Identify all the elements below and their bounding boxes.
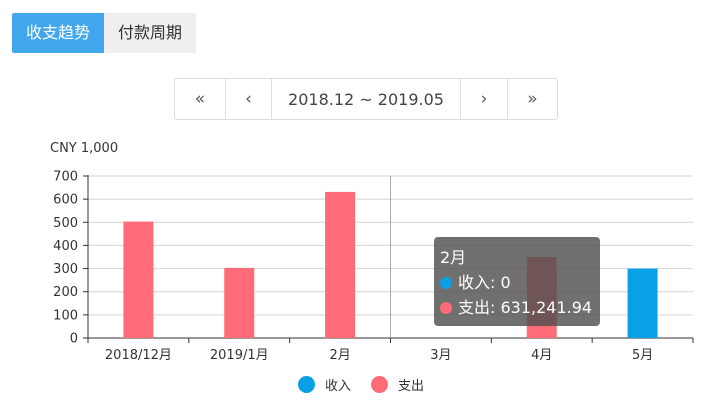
y-tick-label: 600	[53, 193, 78, 208]
tooltip-row-expense: 支出: 631,241.94	[440, 295, 594, 320]
legend-income-label: 收入	[325, 379, 352, 394]
legend-expense-label: 支出	[398, 379, 425, 394]
legend-expense-swatch-icon	[371, 376, 389, 393]
bar-expense	[325, 191, 356, 338]
tab-bar: 收支趋势 付款周期	[12, 13, 197, 53]
y-axis-unit-label: CNY 1,000	[50, 141, 119, 156]
bar-expense	[123, 221, 154, 338]
x-tick-label: 2月	[329, 348, 350, 363]
bar-income	[627, 268, 658, 338]
legend-item-income[interactable]: 收入	[298, 375, 351, 394]
tab-payment-cycle[interactable]: 付款周期	[104, 13, 197, 53]
y-tick-label: 0	[70, 332, 78, 347]
date-range-label: 2018.12 ~ 2019.05	[272, 79, 461, 119]
legend-income-swatch-icon	[298, 376, 315, 393]
y-tick-label: 300	[53, 262, 78, 277]
first-page-button[interactable]: «	[175, 79, 226, 119]
expense-dot-icon	[440, 301, 452, 314]
tab-trend[interactable]: 收支趋势	[12, 13, 105, 53]
y-tick-label: 500	[53, 216, 78, 231]
x-tick-label: 5月	[632, 348, 653, 363]
date-range-pager: « ‹ 2018.12 ~ 2019.05 › »	[174, 78, 558, 120]
y-tick-label: 200	[53, 285, 78, 300]
tooltip-income-value: 收入: 0	[458, 273, 511, 292]
tooltip-expense-value: 支出: 631,241.94	[458, 298, 593, 317]
chart-legend: 收入 支出	[298, 375, 444, 394]
x-tick-label: 3月	[430, 348, 451, 363]
x-tick-label: 2018/12月	[105, 348, 172, 363]
y-tick-label: 400	[53, 239, 78, 254]
income-dot-icon	[440, 276, 452, 289]
chart-tooltip: 2月 收入: 0 支出: 631,241.94	[434, 237, 600, 326]
prev-page-button[interactable]: ‹	[226, 79, 272, 119]
legend-item-expense[interactable]: 支出	[371, 375, 424, 394]
next-page-button[interactable]: ›	[461, 79, 508, 119]
x-tick-label: 2019/1月	[210, 348, 269, 363]
tooltip-row-income: 收入: 0	[440, 270, 594, 295]
y-tick-label: 100	[53, 308, 78, 323]
y-tick-label: 700	[53, 170, 78, 185]
last-page-button[interactable]: »	[527, 89, 538, 109]
x-tick-label: 4月	[531, 348, 552, 363]
tooltip-title: 2月	[440, 248, 467, 267]
bar-expense	[224, 267, 255, 338]
